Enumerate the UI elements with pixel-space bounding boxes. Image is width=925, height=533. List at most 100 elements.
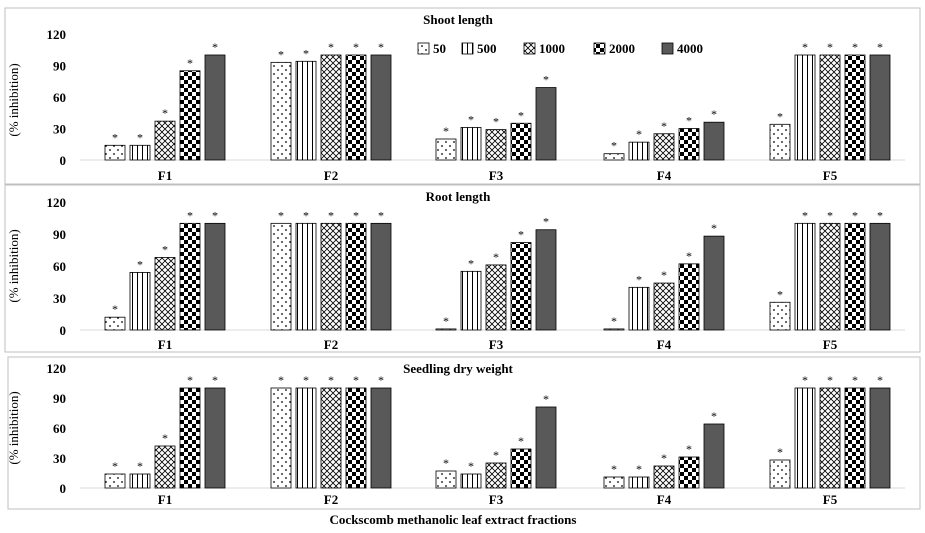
significance-marker: * (212, 373, 218, 387)
bar (653, 133, 675, 161)
x-tick-label: F3 (489, 492, 504, 507)
bar (535, 406, 557, 489)
bar (485, 264, 507, 331)
significance-marker: * (468, 256, 474, 270)
panel-title: Seedling dry weight (403, 361, 513, 376)
significance-marker: * (636, 462, 642, 476)
bar (154, 120, 176, 161)
bar (769, 459, 791, 489)
bar (510, 448, 532, 489)
significance-marker: * (187, 56, 193, 70)
bar (104, 144, 126, 161)
bar (204, 387, 226, 489)
bar (510, 122, 532, 161)
y-axis-label: (% inhibition) (6, 229, 21, 302)
significance-marker: * (353, 40, 359, 54)
significance-marker: * (636, 272, 642, 286)
bar (345, 222, 367, 331)
y-tick-label: 60 (53, 421, 66, 436)
significance-marker: * (711, 221, 717, 235)
y-tick-label: 60 (53, 259, 66, 274)
significance-marker: * (278, 47, 284, 61)
bar (703, 423, 725, 489)
bar (204, 222, 226, 331)
y-tick-label: 120 (47, 195, 67, 210)
bar (295, 60, 317, 161)
significance-marker: * (877, 40, 883, 54)
bar (819, 222, 841, 331)
bar (653, 465, 675, 489)
x-tick-label: F1 (158, 337, 172, 352)
bar (179, 222, 201, 331)
bar (179, 387, 201, 489)
x-tick-label: F5 (823, 337, 838, 352)
significance-marker: * (827, 40, 833, 54)
legend-swatch (661, 42, 674, 55)
bar (370, 222, 392, 331)
panel-title: Root length (426, 189, 491, 204)
x-axis-label: Cockscomb methanolic leaf extract fracti… (330, 512, 577, 527)
bar (204, 54, 226, 161)
panel-title: Shoot length (423, 12, 493, 27)
significance-marker: * (303, 373, 309, 387)
significance-marker: * (353, 208, 359, 222)
bar (535, 87, 557, 161)
bar (794, 222, 816, 331)
bar (819, 54, 841, 161)
bar (270, 387, 292, 489)
bar (678, 456, 700, 489)
bar (129, 271, 151, 331)
significance-marker: * (518, 228, 524, 242)
bar (179, 70, 201, 161)
bar (460, 270, 482, 331)
bar (370, 387, 392, 489)
legend-label: 2000 (609, 41, 635, 56)
significance-marker: * (852, 208, 858, 222)
bar (794, 54, 816, 161)
bar (819, 387, 841, 489)
significance-marker: * (278, 208, 284, 222)
bar (154, 445, 176, 489)
significance-marker: * (493, 115, 499, 129)
significance-marker: * (518, 434, 524, 448)
x-tick-label: F3 (489, 168, 504, 183)
bar (510, 242, 532, 331)
bar (603, 476, 625, 489)
bar (769, 301, 791, 331)
legend-swatch (523, 42, 536, 55)
significance-marker: * (711, 107, 717, 121)
significance-marker: * (493, 250, 499, 264)
bar (678, 263, 700, 331)
bar (844, 222, 866, 331)
bar (628, 476, 650, 489)
bar (320, 54, 342, 161)
y-tick-label: 30 (53, 291, 66, 306)
bar (370, 54, 392, 161)
significance-marker: * (187, 208, 193, 222)
x-tick-label: F5 (823, 168, 838, 183)
significance-marker: * (852, 373, 858, 387)
legend-label: 500 (477, 41, 497, 56)
legend-label: 4000 (677, 41, 703, 56)
bar (104, 473, 126, 489)
bar (703, 235, 725, 331)
legend-label: 1000 (539, 41, 565, 56)
bar (603, 328, 625, 331)
bar (295, 387, 317, 489)
bar (485, 129, 507, 161)
y-tick-label: 90 (53, 227, 66, 242)
y-tick-label: 0 (60, 481, 67, 496)
significance-marker: * (353, 373, 359, 387)
bar (435, 138, 457, 161)
bar (678, 128, 700, 161)
bar (129, 144, 151, 161)
y-tick-label: 60 (53, 90, 66, 105)
x-tick-label: F4 (657, 337, 672, 352)
x-tick-label: F2 (324, 337, 338, 352)
bar (270, 61, 292, 161)
significance-marker: * (802, 40, 808, 54)
bar (345, 387, 367, 489)
significance-marker: * (661, 451, 667, 465)
y-tick-label: 30 (53, 122, 66, 137)
